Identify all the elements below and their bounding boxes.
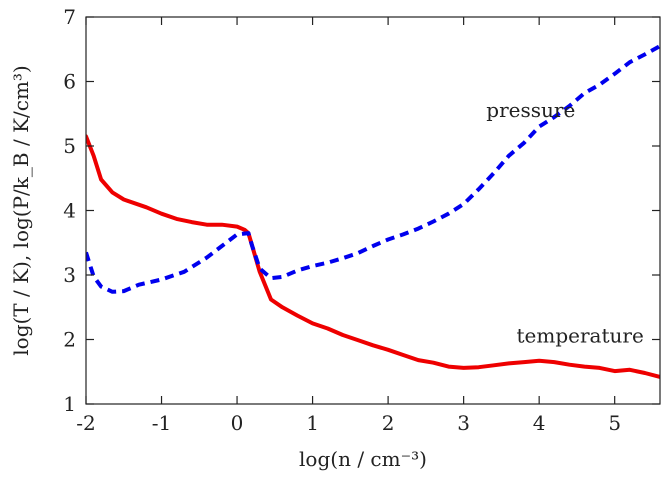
annotation-pressure: pressure xyxy=(486,98,575,122)
y-axis-label: log(T / K), log(P/k_B / K/cm³) xyxy=(9,65,33,355)
series-line-temperature xyxy=(86,134,660,379)
y-tick-label: 5 xyxy=(63,134,76,158)
x-tick-label: -1 xyxy=(152,411,171,435)
x-tick-label: 5 xyxy=(608,411,621,435)
x-tick-label: 2 xyxy=(382,411,395,435)
annotation-temperature: temperature xyxy=(517,324,644,348)
x-tick-label: -2 xyxy=(76,411,95,435)
y-tick-label: 2 xyxy=(63,328,76,352)
x-axis-label: log(n / cm⁻³) xyxy=(299,447,427,471)
x-tick-label: 1 xyxy=(306,411,319,435)
labels-layer: -2 -1 0 1 2 3 4 5 1 2 3 4 5 6 7 log(n / cm⁻³) log(T / K)… xyxy=(9,5,644,471)
x-tick-label: 4 xyxy=(533,411,546,435)
y-tick-label: 6 xyxy=(63,70,76,94)
y-tick-label: 7 xyxy=(63,5,76,29)
series-layer xyxy=(86,44,660,379)
y-tick-label: 4 xyxy=(63,199,76,223)
y-tick-label: 1 xyxy=(63,392,76,416)
x-tick-label: 0 xyxy=(231,411,244,435)
x-tick-label: 3 xyxy=(457,411,470,435)
ticks-layer xyxy=(85,16,660,405)
y-tick-label: 3 xyxy=(63,263,76,287)
series-line-pressure xyxy=(86,44,660,294)
